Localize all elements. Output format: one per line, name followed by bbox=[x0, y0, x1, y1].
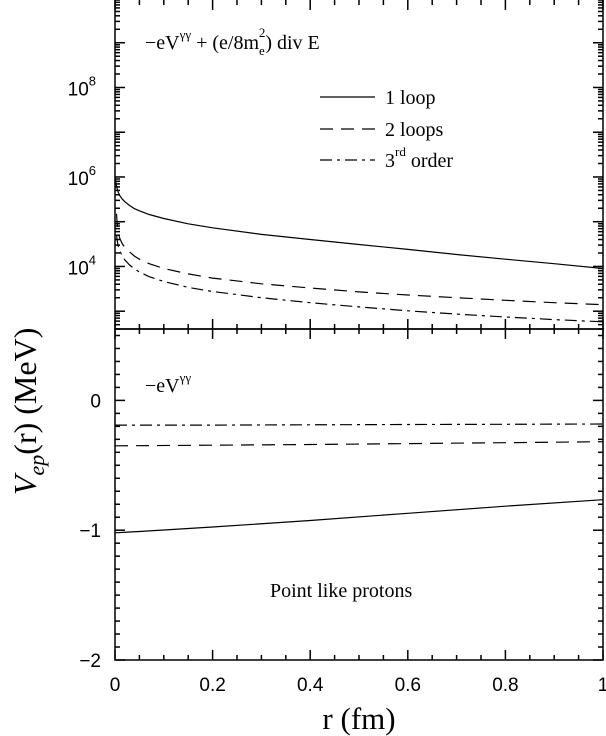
top-ytick-label: 104 bbox=[68, 252, 96, 279]
top-series-1-loop bbox=[114, 176, 604, 270]
bottom-series-3rd-order bbox=[115, 423, 604, 426]
top-ytick-label: 106 bbox=[68, 163, 96, 190]
x-tick-label: 1 bbox=[598, 675, 606, 696]
bottom-series-2-loops bbox=[114, 441, 604, 447]
top-ticks: 108 106 104 bbox=[68, 0, 604, 660]
top-annotation: −eVγγ + (e/8me 2) div E bbox=[145, 25, 320, 58]
x-tick-label: 0.6 bbox=[395, 675, 421, 696]
legend-label-3rd-order: 3rd order bbox=[385, 144, 453, 172]
bottom-plot-frame bbox=[114, 328, 604, 661]
y-axis-label-tail: (r) (MeV) bbox=[7, 328, 43, 455]
legend: 1 loop 2 loops 3rd order bbox=[320, 87, 453, 172]
top-annotation-mid: + (e/8m bbox=[191, 32, 259, 54]
top-series-group bbox=[114, 176, 604, 323]
y-axis-label-main: V bbox=[7, 472, 43, 495]
legend-label-2-loops: 2 loops bbox=[385, 119, 444, 141]
point-like-protons-label: Point like protons bbox=[270, 580, 412, 602]
top-annotation-lead-sup: γγ bbox=[179, 27, 192, 42]
top-annotation-lead: −eV bbox=[145, 32, 180, 54]
bottom-panel: 0 −1 −2 −eVγγ Point like protons bbox=[79, 328, 604, 672]
bottom-annotation: −eVγγ bbox=[145, 370, 191, 397]
top-series-2-loops bbox=[115, 213, 604, 306]
bottom-ytick-label: 0 bbox=[90, 391, 101, 412]
bottom-series-group bbox=[114, 423, 604, 534]
bottom-annotation-lead-sup: γγ bbox=[179, 370, 192, 385]
top-annotation-sup: 2 bbox=[259, 25, 266, 40]
y-axis-label: Vep(r) (MeV) bbox=[7, 328, 49, 495]
legend-label-1-loop: 1 loop bbox=[385, 87, 436, 109]
bottom-ytick-label: −2 bbox=[79, 651, 101, 672]
bottom-ticks: 0 −1 −2 bbox=[79, 334, 603, 672]
bottom-annotation-lead: −eV bbox=[145, 375, 180, 397]
legend-label-3rd-tail: order bbox=[406, 150, 454, 172]
bottom-series-1-loop bbox=[114, 499, 604, 534]
top-plot-frame bbox=[114, 0, 604, 330]
top-ytick-label: 108 bbox=[68, 73, 96, 100]
top-annotation-sub: e bbox=[259, 43, 265, 58]
x-axis-label: r (fm) bbox=[322, 701, 395, 736]
y-axis-label-sub: ep bbox=[24, 455, 49, 476]
top-series-3rd-order bbox=[115, 235, 604, 323]
x-tick-label: 0 bbox=[110, 675, 121, 696]
legend-label-3rd-number: 3 bbox=[385, 150, 395, 172]
legend-label-3rd-sup: rd bbox=[395, 144, 406, 159]
bottom-ytick-label: −1 bbox=[79, 521, 101, 542]
x-tick-label: 0.8 bbox=[492, 675, 518, 696]
x-tick-label: 0.4 bbox=[297, 675, 324, 696]
top-annotation-tail: ) div E bbox=[265, 32, 319, 54]
x-tick-labels: 0 0.2 0.4 0.6 0.8 1 bbox=[110, 675, 606, 696]
x-tick-label: 0.2 bbox=[199, 675, 225, 696]
